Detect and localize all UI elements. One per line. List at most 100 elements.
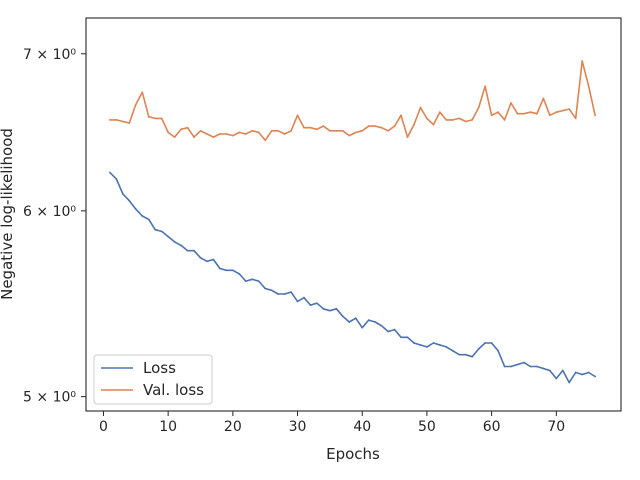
data-point — [341, 129, 344, 132]
data-point — [167, 235, 170, 238]
series-lines — [109, 60, 597, 384]
data-point — [277, 293, 280, 295]
data-point — [367, 125, 370, 128]
data-point — [426, 117, 428, 120]
data-point — [542, 97, 545, 100]
data-point — [574, 371, 577, 374]
data-point — [328, 129, 331, 132]
data-point — [180, 128, 182, 131]
data-point — [193, 136, 195, 139]
data-point — [438, 111, 441, 114]
data-point — [212, 258, 215, 261]
data-point — [348, 321, 351, 323]
data-point — [180, 244, 182, 247]
data-point — [160, 230, 163, 233]
data-point — [322, 125, 325, 128]
data-point — [503, 119, 506, 121]
data-point — [555, 111, 558, 114]
data-point — [303, 126, 305, 129]
data-point — [536, 112, 538, 115]
data-point — [484, 342, 487, 344]
data-point — [335, 129, 338, 132]
data-point — [387, 129, 390, 132]
data-point — [516, 363, 519, 366]
data-point — [413, 342, 415, 344]
data-point — [199, 129, 202, 132]
data-point — [419, 106, 422, 109]
data-point — [186, 249, 189, 252]
legend-label-val-loss: Val. loss — [143, 381, 204, 399]
data-point — [296, 300, 299, 303]
data-point — [231, 269, 234, 272]
data-point — [445, 346, 448, 348]
data-point — [400, 114, 402, 117]
data-point — [380, 324, 383, 327]
data-point — [160, 117, 163, 120]
data-point — [471, 119, 474, 121]
data-point — [464, 353, 467, 356]
data-point — [134, 208, 137, 211]
data-point — [406, 136, 409, 139]
x-tick-label: 0 — [99, 419, 108, 435]
data-point — [173, 240, 176, 243]
data-point — [432, 342, 435, 344]
data-point — [393, 328, 396, 331]
data-point — [380, 126, 383, 129]
data-point — [251, 129, 254, 132]
data-point — [568, 381, 571, 384]
x-tick-label: 60 — [483, 419, 501, 435]
data-point — [503, 365, 506, 368]
data-point — [309, 126, 312, 129]
data-point — [536, 365, 538, 368]
x-tick-label: 10 — [159, 419, 177, 435]
data-point — [574, 117, 577, 120]
data-point — [451, 349, 454, 352]
data-point — [154, 117, 157, 120]
data-point — [335, 307, 338, 310]
series-line-val-loss — [109, 60, 596, 142]
data-point — [497, 349, 499, 352]
data-point — [167, 131, 170, 134]
data-point — [309, 304, 312, 306]
data-point — [225, 269, 228, 272]
data-point — [458, 353, 461, 356]
data-point — [413, 123, 415, 126]
data-point — [121, 193, 124, 195]
data-point — [484, 85, 487, 88]
data-point — [147, 115, 150, 118]
data-point — [290, 291, 292, 294]
data-point — [128, 199, 131, 202]
x-tick-label: 70 — [547, 419, 565, 435]
y-axis: 5 × 10⁰ 6 × 10⁰ 7 × 10⁰ — [23, 47, 86, 406]
data-point — [490, 114, 493, 117]
data-point — [477, 106, 480, 109]
x-tick-label: 20 — [224, 419, 242, 435]
data-point — [445, 119, 448, 121]
data-point — [419, 344, 422, 346]
data-point — [141, 91, 144, 94]
y-tick-label: 5 × 10⁰ — [23, 390, 76, 406]
data-point — [154, 228, 157, 231]
x-tick-label: 30 — [289, 419, 307, 435]
data-point — [316, 302, 318, 305]
plot-area — [85, 17, 622, 412]
data-point — [121, 120, 124, 123]
data-point — [561, 109, 564, 112]
data-point — [568, 108, 571, 110]
data-point — [432, 123, 435, 126]
y-axis-label: Negative log-likelihood — [0, 128, 16, 300]
data-point — [529, 111, 532, 114]
data-point — [264, 139, 267, 142]
data-point — [529, 365, 532, 368]
data-point — [374, 321, 377, 323]
data-point — [134, 103, 137, 106]
data-point — [238, 272, 241, 275]
data-point — [451, 119, 454, 121]
data-point — [490, 342, 493, 344]
x-tick-label: 40 — [353, 419, 371, 435]
data-point — [206, 133, 208, 135]
data-point — [587, 85, 590, 88]
data-point — [238, 131, 241, 134]
data-point — [115, 178, 118, 180]
